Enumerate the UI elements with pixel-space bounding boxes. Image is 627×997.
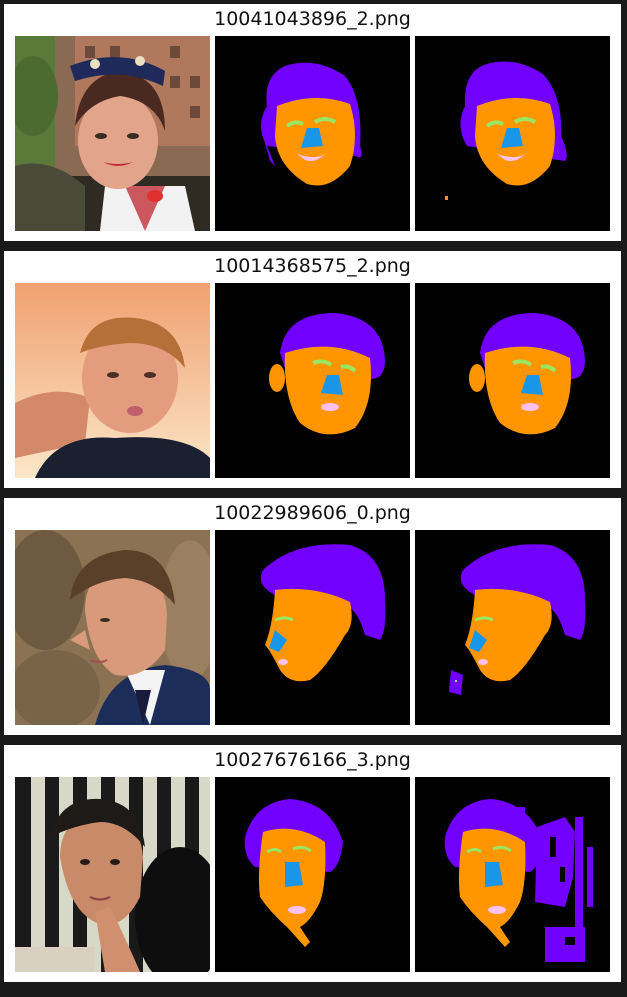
segmentation-prediction — [415, 283, 610, 478]
segmentation-ground-truth — [215, 777, 410, 972]
panel-4: 10027676166_3.png — [4, 745, 621, 982]
segmentation-prediction — [415, 36, 610, 231]
panel-title: 10022989606_0.png — [4, 501, 621, 525]
segmentation-ground-truth — [215, 530, 410, 725]
photo — [15, 36, 210, 231]
panel-title: 10027676166_3.png — [4, 748, 621, 772]
photo — [15, 530, 210, 725]
photo — [15, 777, 210, 972]
panel-2: 10014368575_2.png — [4, 251, 621, 488]
segmentation-prediction — [415, 777, 610, 972]
photo — [15, 283, 210, 478]
panel-1: 10041043896_2.png — [4, 4, 621, 241]
segmentation-prediction — [415, 530, 610, 725]
panel-title: 10014368575_2.png — [4, 254, 621, 278]
panel-title: 10041043896_2.png — [4, 7, 621, 31]
segmentation-ground-truth — [215, 283, 410, 478]
segmentation-ground-truth — [215, 36, 410, 231]
panel-3: 10022989606_0.png — [4, 498, 621, 735]
